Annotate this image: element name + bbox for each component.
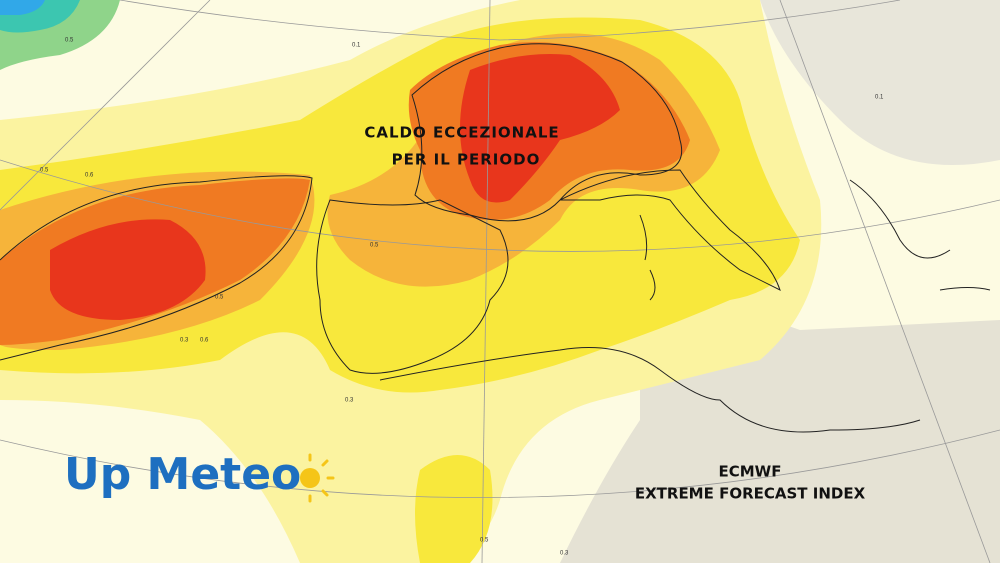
coastline (559, 169, 781, 291)
annotation: PER IL PERIODO (392, 151, 541, 169)
contour-labels: 0.5 0.1 0.5 0.6 0.5 0.3 0.6 0.5 0.1 0.3 0.5 0.3 (40, 38, 884, 557)
contour-label: 0.6 (85, 173, 94, 179)
anomaly-extreme (460, 54, 620, 203)
logo: Up Meteo (64, 449, 301, 500)
graticule (0, 429, 1000, 498)
graticule (481, 0, 491, 564)
contour-label: 0.3 (345, 398, 354, 404)
contour-label: 0.5 (480, 538, 489, 544)
contour (0, 175, 313, 361)
graticule (0, 0, 211, 211)
contour-label: 0.1 (352, 43, 361, 49)
contour-label: 0.3 (180, 338, 189, 344)
coastline (849, 179, 991, 291)
coastline (316, 199, 509, 374)
graticule (0, 159, 1000, 252)
contour-label: 0.3 (560, 551, 569, 557)
graticule (119, 0, 901, 41)
graticule (779, 0, 991, 564)
anomaly-extreme (50, 219, 206, 320)
contour (411, 43, 682, 222)
logo-sun (300, 453, 335, 503)
caption: EXTREME FORECAST INDEX (635, 485, 866, 503)
coastline (639, 214, 656, 301)
annotation: CALDO ECCEZIONALE (364, 124, 559, 142)
neutral-area (760, 0, 1000, 165)
anomaly-mid (415, 455, 493, 563)
contour-label: 0.1 (875, 95, 884, 101)
contour-label: 0.5 (65, 38, 74, 44)
cold-area (0, 0, 45, 15)
contour-label: 0.6 (200, 338, 209, 344)
contour-label: 0.5 (40, 168, 49, 174)
coastline (379, 347, 921, 433)
contour-label: 0.5 (215, 295, 224, 301)
contour-label: 0.5 (370, 243, 379, 249)
caption: ECMWF (719, 463, 782, 481)
